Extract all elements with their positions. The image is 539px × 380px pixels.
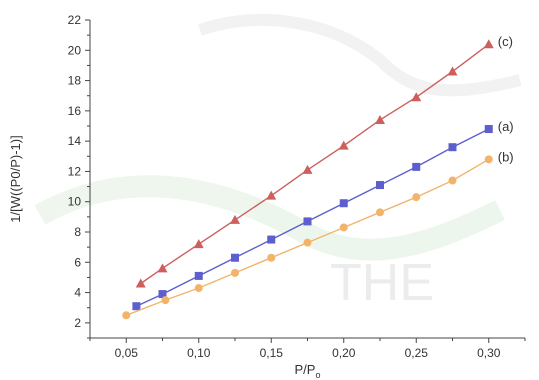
data-point-triangle: [338, 140, 349, 150]
data-point-square: [194, 271, 203, 280]
data-point-square: [484, 125, 493, 134]
x-axis-title: P/Po: [295, 362, 321, 380]
data-point-square: [376, 181, 384, 190]
data-point-triangle: [375, 114, 385, 124]
data-point-triangle: [266, 190, 277, 200]
data-point-circle: [194, 284, 203, 293]
data-point-circle: [267, 253, 276, 262]
axes: 2 4 6 8 10 12 14 16 18 20 22 0,05 0,10 0,15 0,20 0,25 0,…: [68, 13, 526, 360]
data-point-circle: [376, 208, 384, 217]
series-layer: [122, 39, 494, 320]
data-point-circle: [231, 268, 239, 277]
y-tick-label: 6: [74, 255, 81, 269]
labels-layer: P/Po 1/[W((P0/P)-1)] (c) (a) (b): [8, 34, 514, 380]
y-tick-label: 10: [68, 195, 82, 209]
series-label: (c): [498, 34, 513, 49]
x-tick-label: 0,25: [405, 346, 429, 360]
data-point-circle: [448, 176, 457, 185]
y-axis-title: 1/[W((P0/P)-1)]: [8, 135, 23, 222]
y-tick-label: 20: [68, 43, 82, 57]
watermark: THE: [34, 14, 522, 312]
y-tick-label: 22: [68, 13, 82, 27]
data-point-circle: [122, 311, 131, 320]
data-point-square: [339, 199, 348, 208]
data-point-square: [158, 290, 167, 299]
data-point-square: [448, 143, 457, 152]
y-tick-label: 2: [74, 316, 81, 330]
data-point-triangle: [302, 164, 313, 174]
data-point-circle: [484, 155, 493, 164]
data-point-triangle: [193, 239, 204, 249]
data-point-square: [231, 253, 239, 262]
x-axis-title-subscript: o: [315, 370, 320, 380]
data-point-square: [412, 162, 421, 171]
y-tick-label: 8: [74, 225, 81, 239]
data-point-triangle: [157, 263, 168, 273]
series-label: (b): [498, 149, 514, 164]
data-point-triangle: [447, 66, 458, 76]
data-point-square: [303, 217, 312, 226]
x-tick-label: 0,10: [187, 346, 211, 360]
data-point-circle: [339, 223, 348, 232]
data-point-circle: [303, 238, 312, 247]
y-tick-label: 16: [68, 104, 82, 118]
svg-text:THE: THE: [330, 254, 434, 312]
data-point-circle: [412, 193, 421, 202]
data-point-triangle: [483, 39, 494, 49]
x-tick-label: 0,05: [115, 346, 139, 360]
y-tick-label: 18: [68, 74, 82, 88]
series-label: (a): [498, 119, 514, 134]
x-tick-label: 0,15: [260, 346, 284, 360]
data-point-circle: [161, 296, 170, 305]
data-point-triangle: [230, 214, 240, 224]
y-tick-label: 4: [74, 286, 81, 300]
y-tick-label: 12: [68, 164, 82, 178]
data-point-triangle: [411, 92, 422, 102]
x-tick-label: 0,30: [477, 346, 501, 360]
y-tick-label: 14: [68, 134, 82, 148]
data-point-square: [267, 235, 276, 244]
x-tick-label: 0,20: [332, 346, 356, 360]
data-point-square: [132, 302, 141, 311]
x-axis-title-main: P/P: [295, 362, 316, 377]
series-line-1: [136, 128, 490, 307]
data-point-triangle: [135, 278, 146, 288]
